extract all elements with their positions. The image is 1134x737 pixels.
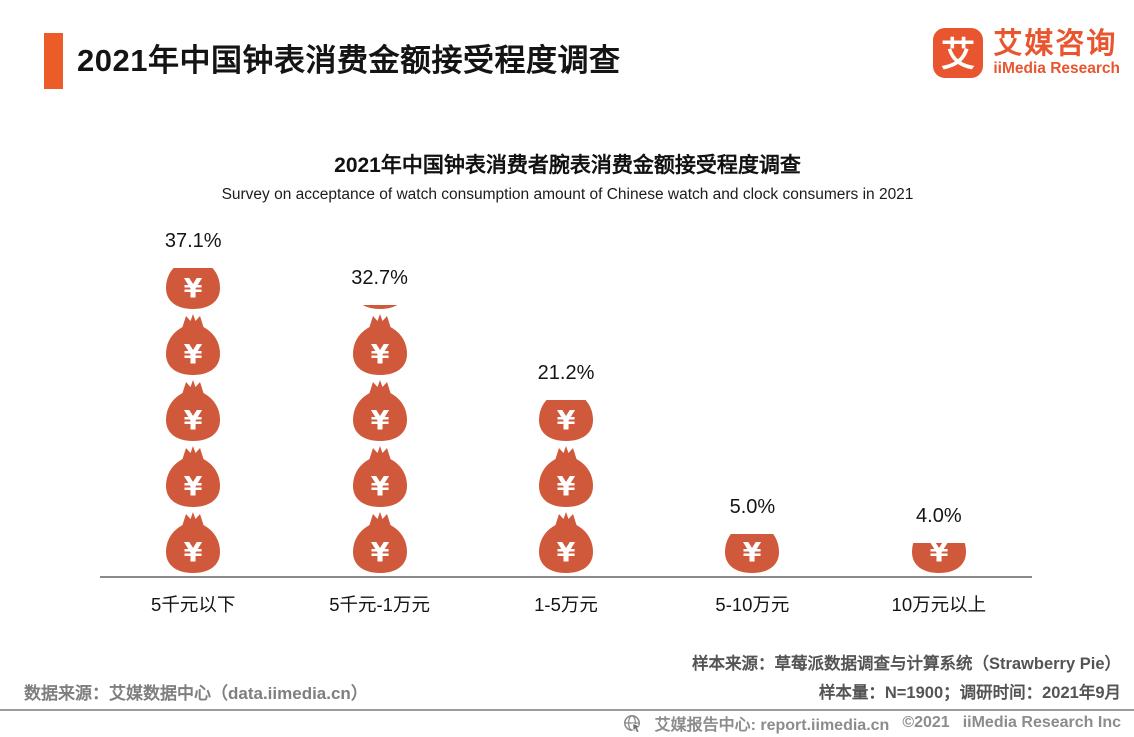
money-bag-icon: ¥ (352, 446, 407, 507)
svg-text:¥: ¥ (370, 340, 389, 371)
value-label: 37.1% (164, 230, 222, 252)
svg-text:¥: ¥ (184, 340, 203, 371)
iimedia-logo-icon: 艾 (933, 28, 984, 78)
money-bag-icon: ¥ (166, 446, 221, 507)
copyright-text: ©2021 (902, 714, 950, 731)
money-bag-icon: ¥ (166, 380, 221, 441)
category-label: 5-10万元 (715, 594, 790, 615)
axis-labels: 5千元以下 5千元-1万元 1-5万元 5-10万元 10万元以上 (100, 591, 1032, 617)
svg-text:¥: ¥ (184, 472, 203, 503)
money-bag-icon: ¥ (725, 534, 780, 573)
svg-text:¥: ¥ (743, 538, 762, 569)
bag-stack: ¥ (721, 534, 783, 576)
pictograph-chart: 37.1% ¥ ¥ ¥ ¥ ¥32.7% ¥ ¥ ¥ ¥ ¥21.2% ¥ ¥ ¥5.0% ¥4.0% ¥ (100, 219, 1032, 578)
money-bag-icon: ¥ (166, 268, 221, 309)
title-accent-bar (44, 33, 63, 89)
logo-name-en: iiMedia Research (993, 60, 1120, 78)
money-bag-icon: ¥ (539, 446, 594, 507)
svg-text:¥: ¥ (557, 538, 576, 569)
bag-stack: ¥ ¥ ¥ ¥ ¥ (349, 305, 411, 576)
chart-column: 4.0% ¥ (846, 505, 1032, 576)
svg-text:¥: ¥ (929, 543, 948, 569)
svg-text:¥: ¥ (184, 274, 203, 305)
data-source: 数据来源：艾媒数据中心（data.iimedia.cn） (24, 684, 368, 703)
sample-notes: 样本来源：草莓派数据调查与计算系统（Strawberry Pie） 样本量：N=… (692, 650, 1121, 708)
value-label: 21.2% (537, 362, 595, 384)
globe-cursor-icon (623, 714, 641, 733)
chart-title: 2021年中国钟表消费者腕表消费金额接受程度调查 (334, 154, 801, 177)
category-label: 5千元以下 (151, 594, 236, 615)
value-label: 32.7% (351, 267, 408, 289)
chart-column: 21.2% ¥ ¥ ¥ (473, 362, 659, 576)
page-title: 2021年中国钟表消费金额接受程度调查 (77, 43, 621, 78)
sample-info: 样本量：N=1900；调研时间：2021年9月 (818, 684, 1121, 702)
money-bag-icon: ¥ (166, 314, 221, 375)
svg-text:¥: ¥ (184, 538, 203, 569)
money-bag-icon: ¥ (362, 305, 397, 309)
bag-stack: ¥ ¥ ¥ (535, 400, 597, 576)
bag-stack: ¥ (908, 543, 970, 576)
svg-text:艾: 艾 (941, 36, 975, 74)
value-label: 4.0% (916, 505, 962, 527)
svg-text:¥: ¥ (370, 472, 389, 503)
money-bag-icon: ¥ (352, 380, 407, 441)
value-label: 5.0% (729, 496, 776, 518)
svg-text:¥: ¥ (557, 406, 576, 437)
category-label: 5千元-1万元 (329, 594, 430, 615)
chart-subtitle: Survey on acceptance of watch consumptio… (221, 186, 914, 203)
iimedia-logo: 艾 艾媒咨询 iiMedia Research (932, 27, 1120, 79)
svg-text:¥: ¥ (370, 538, 389, 569)
money-bag-icon: ¥ (166, 512, 221, 573)
bag-stack: ¥ ¥ ¥ ¥ ¥ (162, 268, 224, 576)
chart-column: 37.1% ¥ ¥ ¥ ¥ ¥ (100, 230, 286, 576)
money-bag-icon: ¥ (539, 400, 594, 441)
svg-text:¥: ¥ (184, 406, 203, 437)
sample-source: 样本来源：草莓派数据调查与计算系统（Strawberry Pie） (691, 655, 1121, 673)
logo-text: 艾媒咨询 iiMedia Research (993, 27, 1120, 78)
money-bag-icon: ¥ (539, 512, 594, 573)
bottom-bar: 艾媒报告中心: report.iimedia.cn ©2021 iiMedia … (0, 709, 1134, 735)
logo-name-cn: 艾媒咨询 (993, 27, 1118, 60)
chart-column: 5.0% ¥ (659, 496, 845, 576)
svg-text:¥: ¥ (557, 472, 576, 503)
money-bag-icon: ¥ (911, 543, 966, 573)
money-bag-icon: ¥ (352, 512, 407, 573)
chart-column: 32.7% ¥ ¥ ¥ ¥ ¥ (286, 267, 472, 576)
report-center-link[interactable]: 艾媒报告中心: report.iimedia.cn (654, 717, 890, 734)
svg-text:¥: ¥ (370, 406, 389, 437)
money-bag-icon: ¥ (352, 314, 407, 375)
category-label: 1-5万元 (534, 594, 598, 615)
company-name: iiMedia Research Inc (962, 714, 1121, 731)
category-label: 10万元以上 (891, 594, 987, 615)
